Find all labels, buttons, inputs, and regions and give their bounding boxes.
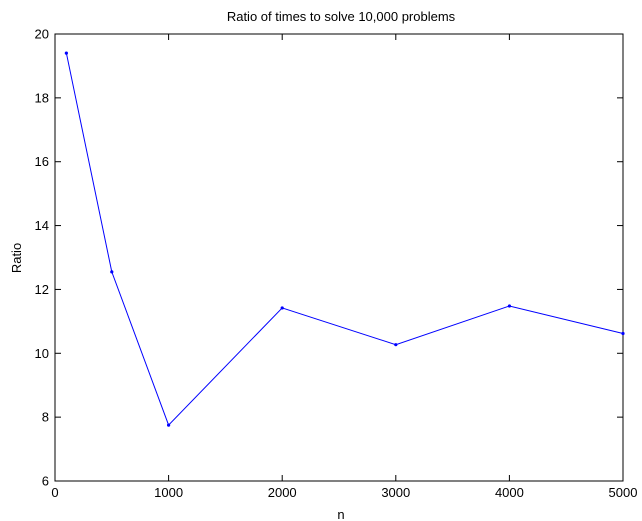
data-point: [167, 423, 171, 427]
y-tick-label: 20: [35, 27, 49, 42]
x-tick-label: 2000: [268, 485, 297, 500]
plot-frame: [54, 33, 624, 482]
y-tick-label: 14: [35, 218, 49, 233]
chart-title: Ratio of times to solve 10,000 problems: [227, 9, 456, 24]
x-tick-label: 5000: [609, 485, 638, 500]
data-point: [394, 343, 398, 347]
data-point: [280, 306, 284, 310]
data-point: [110, 270, 114, 274]
data-point: [507, 304, 511, 308]
x-axis-label: n: [337, 507, 344, 521]
y-tick-label: 12: [35, 282, 49, 297]
x-tick-label: 1000: [154, 485, 183, 500]
data-point: [64, 51, 68, 55]
data-point: [621, 331, 625, 336]
y-tick-label: 8: [42, 410, 49, 425]
y-tick-label: 16: [35, 154, 49, 169]
y-tick-label: 6: [42, 474, 49, 489]
y-tick-label: 10: [35, 346, 49, 361]
plot-area: 0 1000 2000 3000 4000 5000 6 8 10 12 14 16 18 20: [35, 27, 638, 501]
y-axis-label: Ratio: [9, 243, 24, 273]
x-tick-label: 4000: [495, 485, 524, 500]
x-tick-label: 3000: [381, 485, 410, 500]
x-tick-label: 0: [51, 485, 58, 500]
y-tick-label: 18: [35, 90, 49, 105]
